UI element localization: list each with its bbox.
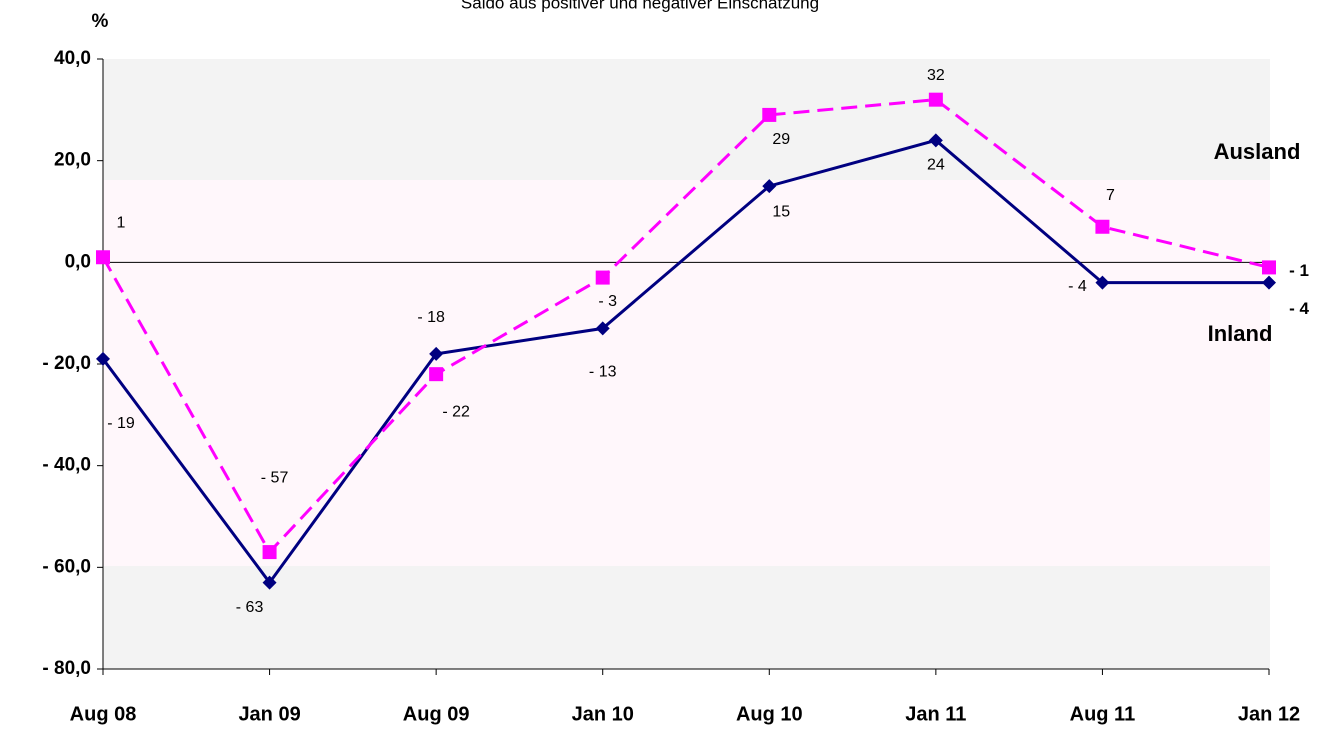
x-tick-label: Jan 09 (238, 703, 300, 725)
data-label: - 18 (417, 309, 445, 326)
marker (595, 270, 610, 285)
band (103, 59, 1270, 180)
data-label: - 19 (107, 415, 135, 432)
y-tick-label: - 60,0 (42, 556, 91, 577)
x-tick-label: Jan 12 (1238, 703, 1300, 725)
marker (1095, 275, 1110, 290)
x-tick-label: Aug 11 (1070, 703, 1136, 725)
data-label: - 4 (1289, 299, 1309, 318)
marker (762, 107, 777, 122)
marker (96, 351, 110, 366)
marker (928, 92, 943, 107)
data-label: - 3 (598, 293, 617, 310)
data-label: 24 (927, 157, 945, 174)
marker (262, 545, 277, 560)
marker (262, 575, 277, 590)
band (103, 566, 1270, 669)
y-tick-label: - 20,0 (42, 353, 91, 374)
x-tick-label: Jan 10 (572, 703, 634, 725)
marker (762, 179, 777, 194)
series-line (101, 138, 1269, 586)
data-label: - 57 (261, 469, 289, 486)
x-tick-label: Aug 10 (736, 703, 803, 725)
data-label: 32 (927, 67, 945, 84)
data-label: - 63 (236, 599, 264, 616)
series-line (101, 98, 1270, 555)
x-tick-label: Jan 11 (905, 703, 966, 725)
marker (1262, 275, 1276, 290)
data-label: 29 (772, 131, 790, 148)
y-tick-label: - 80,0 (42, 658, 91, 679)
data-label: - 22 (442, 403, 470, 420)
y-tick-label: 40,0 (54, 48, 91, 69)
data-label: 7 (1106, 187, 1115, 204)
x-tick-label: Aug 09 (403, 703, 470, 725)
chart-title: Saldo aus positiver und negativer Einsch… (461, 0, 819, 12)
marker (429, 346, 444, 361)
y-tick-label: 0,0 (65, 251, 91, 272)
data-label: 1 (117, 214, 126, 231)
marker (1262, 260, 1276, 275)
legend-label: Ausland (1214, 139, 1301, 164)
y-axis-label: % (92, 11, 109, 32)
marker (429, 367, 444, 382)
data-label: - 4 (1068, 278, 1087, 295)
marker (96, 250, 110, 265)
marker (928, 133, 943, 148)
data-label: - 13 (589, 364, 617, 381)
y-tick-label: - 40,0 (42, 455, 91, 476)
data-label: - 1 (1289, 261, 1309, 280)
y-tick-label: 20,0 (54, 150, 91, 171)
x-tick-label: Aug 08 (70, 703, 137, 725)
marker (595, 321, 610, 336)
legend-label: Inland (1208, 321, 1273, 346)
data-label: 15 (772, 203, 790, 220)
marker (1095, 219, 1110, 234)
band (103, 180, 1270, 566)
